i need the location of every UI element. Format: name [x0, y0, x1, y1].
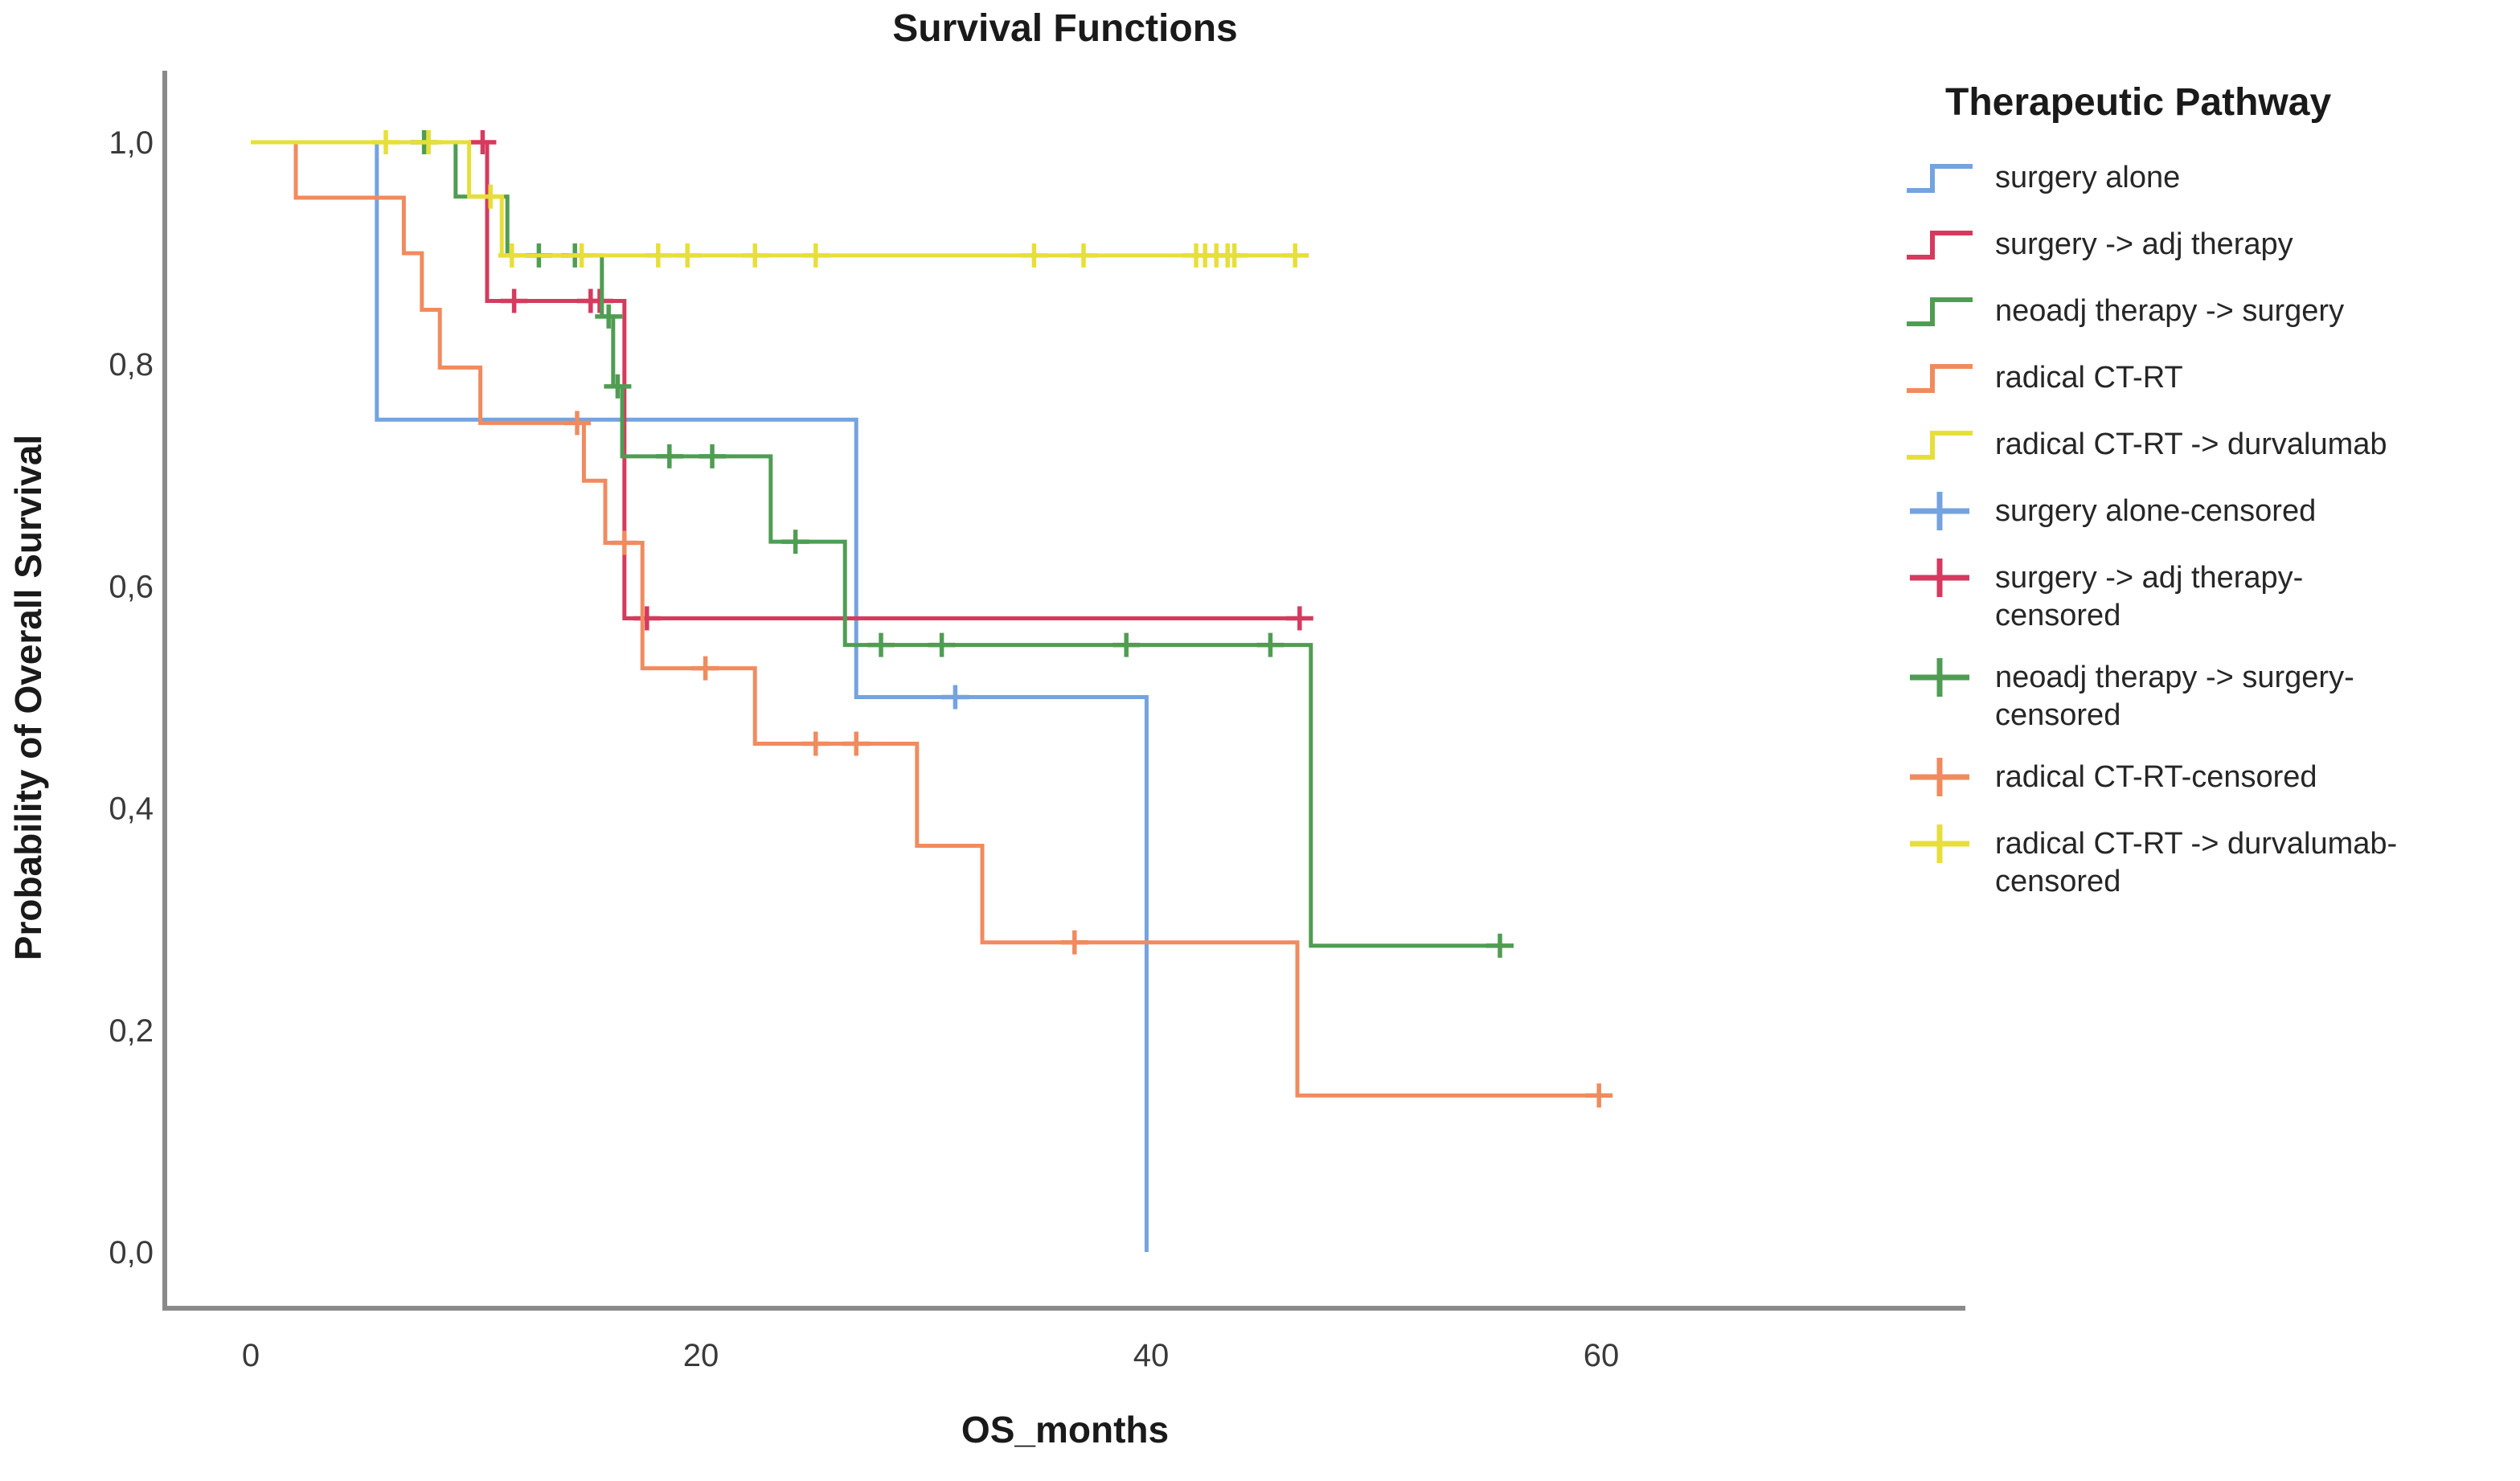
y-tick-label: 0,8 — [109, 347, 154, 383]
y-tick-label: 0,0 — [109, 1235, 154, 1270]
legend-item-label: surgery -> adj therapy — [1995, 227, 2293, 261]
x-tick-label: 40 — [1133, 1338, 1170, 1373]
legend-item-surgery-adj-therapy-censored: surgery -> adj therapy- censored — [1903, 557, 2514, 635]
legend-item-label: neoadj therapy -> surgery — [1995, 294, 2345, 328]
legend-item-radical-ct-rt: radical CT-RT — [1903, 357, 2514, 402]
censor-marks-surgery-adj-therapy — [469, 130, 1313, 631]
y-axis-title: Probability of Overall Survival — [7, 434, 49, 961]
step-line-icon — [1903, 288, 1984, 333]
legend-item-label: radical CT-RT-censored — [1995, 760, 2317, 794]
legend-item-label: radical CT-RT -> durvalumab — [1995, 428, 2387, 461]
legend-item-neoadj-therapy-surgery: neoadj therapy -> surgery — [1903, 290, 2514, 335]
chart-title: Survival Functions — [892, 7, 1238, 50]
series-line-radical-ct-rt — [251, 140, 1601, 1098]
legend-item-radical-ct-rt-durvalumab-censored: radical CT-RT -> durvalumab- censored — [1903, 823, 2514, 901]
censor-marks-radical-ct-rt — [563, 411, 1613, 1108]
plus-censored-icon — [1903, 655, 1984, 700]
legend-item-surgery-alone: surgery alone — [1903, 157, 2514, 202]
legend-item-radical-ct-rt-censored: radical CT-RT-censored — [1903, 756, 2514, 801]
legend-item-label: surgery alone-censored — [1995, 494, 2317, 528]
plus-censored-icon — [1903, 489, 1984, 534]
censor-marks-surgery-alone — [941, 685, 969, 710]
y-tick-label: 1,0 — [109, 125, 154, 161]
series-line-surgery-alone — [251, 140, 1149, 1252]
x-tick-label: 60 — [1584, 1338, 1620, 1373]
y-tick-label: 0,6 — [109, 569, 154, 604]
legend-items: surgery alone surgery -> adj therapy neo… — [1903, 157, 2514, 901]
series-line-radical-ct-rt-durvalumab — [251, 140, 1296, 258]
y-tick-label: 0,2 — [109, 1013, 154, 1049]
plus-censored-icon — [1903, 555, 1984, 600]
legend-item-radical-ct-rt-durvalumab: radical CT-RT -> durvalumab — [1903, 423, 2514, 468]
legend-item-neoadj-therapy-surgery-censored: neoadj therapy -> surgery- censored — [1903, 657, 2514, 734]
legend-item-label: surgery -> adj therapy- censored — [1995, 561, 2304, 632]
step-line-icon — [1903, 222, 1984, 267]
legend-item-label: neoadj therapy -> surgery- censored — [1995, 661, 2354, 732]
legend-item-surgery-alone-censored: surgery alone-censored — [1903, 490, 2514, 535]
x-axis-title: OS_months — [961, 1409, 1170, 1450]
plus-censored-icon — [1903, 821, 1984, 866]
legend-item-label: radical CT-RT -> durvalumab- censored — [1995, 827, 2398, 898]
plus-censored-icon — [1903, 755, 1984, 800]
legend-item-label: radical CT-RT — [1995, 361, 2183, 395]
legend-item-surgery-adj-therapy: surgery -> adj therapy — [1903, 223, 2514, 268]
x-tick-label: 20 — [683, 1338, 719, 1373]
censor-marks-radical-ct-rt-durvalumab — [372, 130, 1309, 268]
step-line-icon — [1903, 355, 1984, 400]
legend-title: Therapeutic Pathway — [1945, 81, 2332, 124]
legend-item-label: surgery alone — [1995, 161, 2181, 194]
step-line-icon — [1903, 422, 1984, 467]
series-line-neoadj-therapy-surgery — [251, 140, 1505, 948]
step-line-icon — [1903, 155, 1984, 200]
x-tick-label: 0 — [242, 1338, 260, 1373]
y-tick-label: 0,4 — [109, 792, 154, 827]
series-line-surgery-adj-therapy — [251, 140, 1300, 620]
legend: Therapeutic Pathway surgery alone surger… — [1903, 80, 2514, 923]
